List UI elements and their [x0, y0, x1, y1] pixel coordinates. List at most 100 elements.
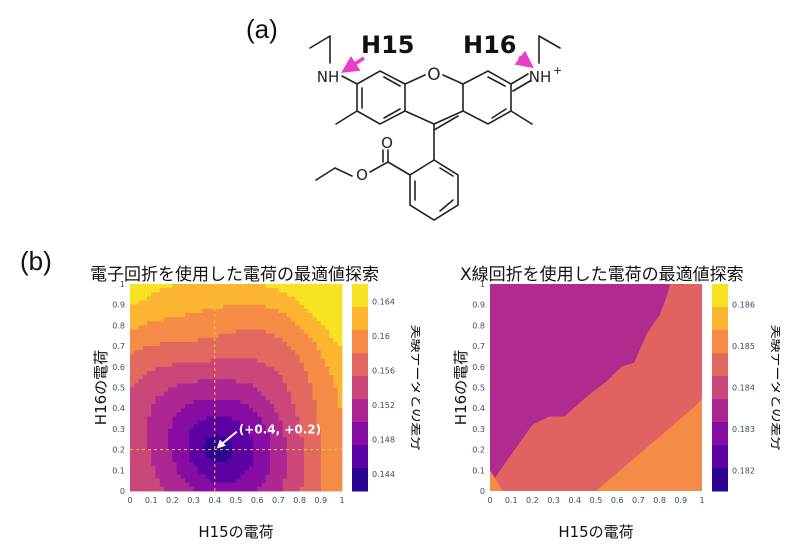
heat-cell: [130, 337, 135, 343]
heat-cell: [172, 441, 178, 446]
heat-cell: [316, 288, 322, 293]
heat-cell: [214, 462, 220, 467]
heat-cell: [265, 453, 271, 459]
heat-cell: [282, 370, 288, 376]
heat-cell: [155, 321, 161, 326]
heat-cell: [325, 424, 330, 430]
heat-cell: [286, 445, 292, 450]
heat-cell: [202, 437, 207, 442]
heat-cell: [197, 362, 203, 368]
heat-cell: [134, 486, 139, 492]
heat-cell: [236, 391, 241, 397]
heat-cell: [227, 420, 233, 426]
heat-cell: [168, 321, 173, 326]
heat-cell: [146, 453, 152, 459]
heat-cell: [142, 433, 148, 438]
heat-cell: [316, 350, 322, 355]
heat-cell: [172, 416, 178, 422]
heat-cell: [197, 441, 203, 446]
heat-cell: [210, 399, 216, 405]
heat-cell: [303, 358, 309, 364]
heat-cell: [257, 424, 262, 430]
heat-cell: [240, 358, 245, 364]
heat-cell: [320, 383, 326, 388]
heat-cell: [168, 470, 173, 475]
heat-cell: [295, 408, 300, 413]
chart1-colorbar-swatch: [352, 376, 368, 400]
heat-cell: [185, 412, 190, 417]
heat-cell: [278, 486, 284, 492]
heat-cell: [180, 366, 186, 372]
heat-cell: [185, 445, 190, 450]
heat-cell: [308, 453, 313, 459]
heat-cell: [295, 466, 300, 471]
heat-cell: [142, 350, 148, 355]
heat-cell: [325, 478, 330, 484]
heat-cell: [206, 482, 211, 488]
chart2-ytick: 0.6: [472, 363, 485, 372]
heat-cell: [214, 317, 220, 322]
heat-cell: [295, 375, 300, 380]
heat-cell: [333, 470, 339, 475]
heat-cell: [168, 317, 173, 322]
heat-cell: [168, 366, 173, 372]
chart2-colorbar-tick: 0.183: [732, 425, 755, 434]
heat-cell: [325, 366, 330, 372]
heat-cell: [163, 321, 169, 326]
heat-cell: [282, 366, 288, 372]
heat-cell: [227, 395, 233, 401]
heat-cell: [231, 362, 237, 368]
chart2-xlabel: H15の電荷: [558, 523, 633, 541]
heat-cell: [295, 416, 300, 422]
heat-cell: [134, 412, 139, 417]
heat-cell: [214, 441, 220, 446]
heat-cell: [180, 478, 186, 484]
heat-cell: [291, 346, 296, 351]
heat-cell: [176, 457, 182, 463]
heat-cell: [282, 288, 288, 293]
heat-cell: [240, 437, 245, 442]
heat-cell: [299, 288, 305, 293]
heat-cell: [180, 395, 186, 401]
heat-cell: [176, 486, 182, 492]
heat-cell: [151, 379, 156, 384]
heat-cell: [325, 474, 330, 479]
heat-cell: [248, 466, 254, 471]
heat-cell: [252, 474, 258, 479]
heat-cell: [265, 437, 271, 442]
heat-cell: [261, 441, 267, 446]
heat-cell: [138, 470, 144, 475]
heat-cell: [316, 424, 322, 430]
heat-cell: [282, 333, 288, 339]
heat-cell: [333, 346, 339, 351]
heat-cell: [227, 486, 233, 492]
chart1-ytick: 1: [120, 280, 125, 289]
heat-cell: [286, 404, 292, 409]
heat-cell: [308, 354, 313, 359]
heat-cell: [337, 362, 343, 368]
heat-cell: [210, 346, 216, 351]
heat-cell: [142, 478, 148, 484]
heat-cell: [202, 375, 207, 380]
heat-cell: [185, 354, 190, 359]
heat-cell: [333, 308, 339, 314]
heat-cell: [146, 441, 152, 446]
heat-cell: [210, 453, 216, 459]
chart1-colorbar-label: 実験データとの差分: [408, 325, 420, 451]
heat-cell: [269, 300, 275, 306]
heat-cell: [206, 453, 211, 459]
heat-cell: [236, 350, 241, 355]
heat-cell: [134, 350, 139, 355]
heat-cell: [146, 399, 152, 405]
heat-cell: [172, 370, 178, 376]
heat-cell: [206, 329, 211, 335]
heat-cell: [159, 296, 165, 301]
heat-cell: [163, 354, 169, 359]
chart2-colorbar-tick: 0.182: [732, 466, 755, 475]
heat-cell: [337, 474, 343, 479]
heat-cell: [303, 395, 309, 401]
heat-cell: [202, 354, 207, 359]
heat-cell: [185, 453, 190, 459]
heat-cell: [329, 325, 334, 330]
heat-cell: [286, 288, 292, 293]
